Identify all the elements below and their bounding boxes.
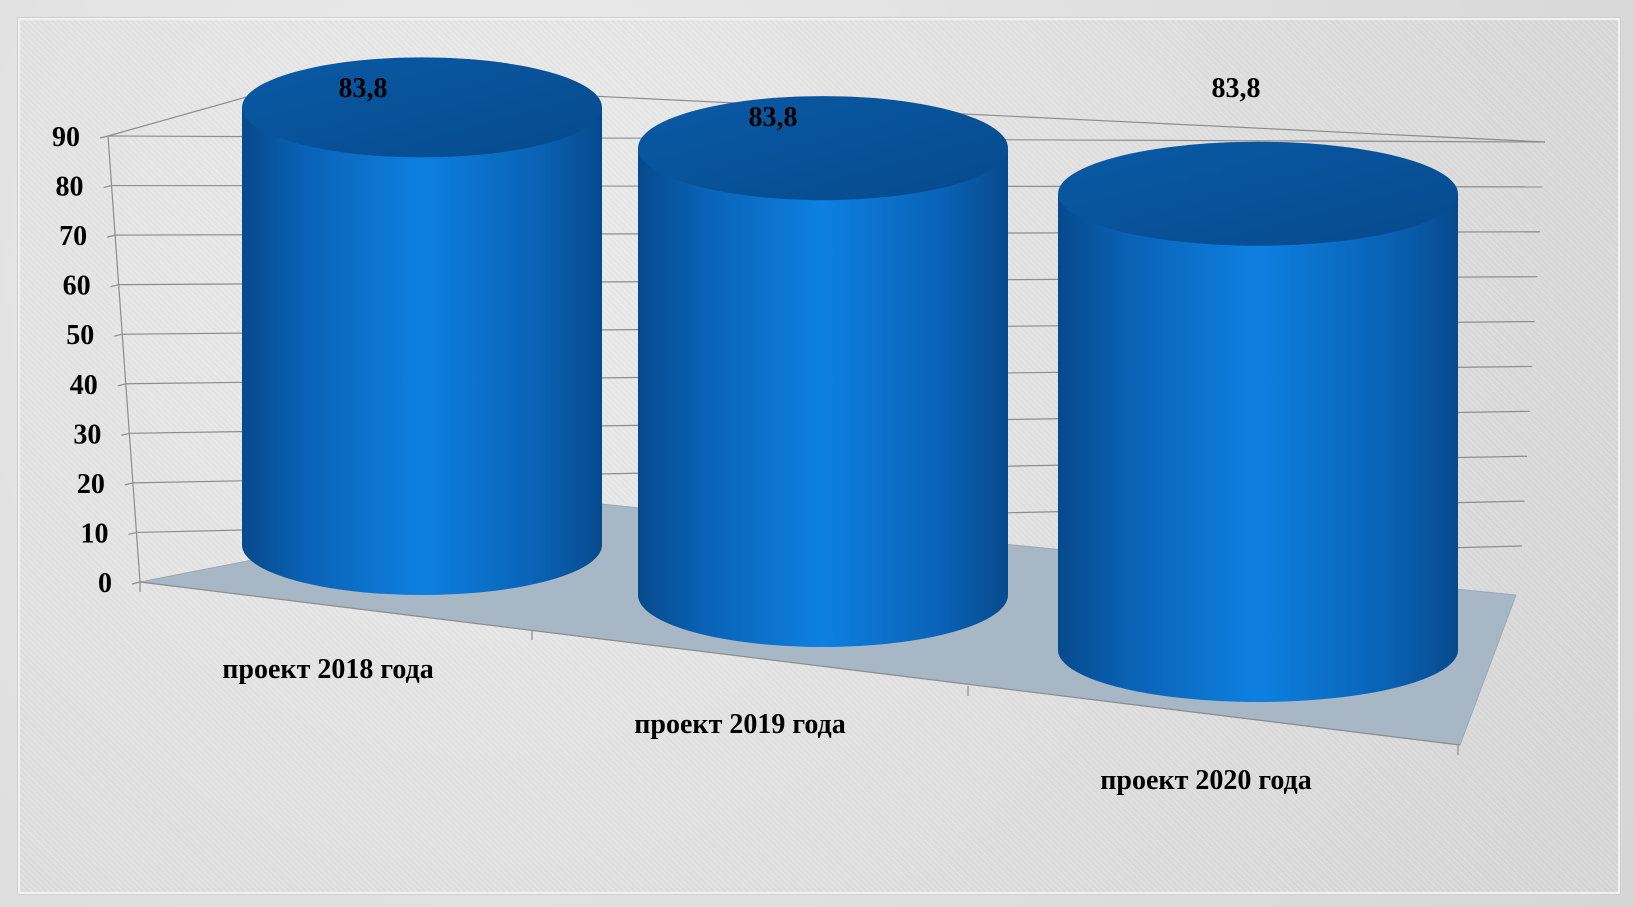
y-tick-label: 30 — [73, 419, 101, 450]
y-tick-label: 0 — [98, 568, 112, 599]
bar — [638, 96, 1008, 648]
y-tick-mark — [99, 135, 109, 139]
bars — [242, 57, 1458, 702]
y-tick-label: 20 — [77, 469, 105, 500]
category-label: проект 2019 года — [634, 709, 845, 740]
category-label: проект 2018 года — [222, 654, 433, 685]
y-tick-label: 50 — [66, 320, 94, 351]
bar-body — [242, 107, 602, 595]
y-tick-mark — [128, 531, 137, 536]
bar-top — [638, 96, 1008, 201]
bar — [242, 57, 602, 595]
y-tick-label: 10 — [80, 518, 108, 549]
y-axis-line — [107, 135, 141, 583]
y-tick-label: 90 — [52, 122, 80, 153]
y-tick-label: 40 — [70, 370, 98, 401]
x-axis-line — [139, 581, 1461, 746]
y-tick-mark — [114, 333, 123, 337]
category-label: проект 2020 года — [1100, 765, 1311, 796]
y-tick-mark — [124, 482, 134, 486]
category-labels: проект 2018 года проект 2019 года проект 2… — [222, 654, 1311, 796]
data-label: 83,8 — [339, 73, 388, 104]
y-axis-ticks: 0 10 20 30 40 50 60 70 80 90 — [52, 122, 112, 599]
data-label: 83,8 — [1212, 73, 1261, 104]
y-tick-label: 60 — [63, 271, 91, 302]
data-labels: 83,8 83,8 83,8 — [339, 73, 1261, 133]
bar — [1058, 141, 1458, 702]
bar-top — [1058, 141, 1458, 246]
bar-body — [638, 148, 1008, 648]
y-tick-mark — [121, 432, 130, 436]
y-tick-mark — [117, 383, 126, 387]
y-tick-label: 70 — [59, 221, 87, 252]
y-tick-label: 80 — [56, 172, 84, 203]
y-tick-mark — [131, 581, 141, 585]
bar-body — [1058, 193, 1458, 702]
data-label: 83,8 — [749, 102, 798, 133]
bar-top — [242, 57, 602, 158]
y-tick-mark — [110, 284, 119, 288]
y-tick-mark — [106, 234, 116, 238]
y-tick-mark — [103, 184, 112, 189]
